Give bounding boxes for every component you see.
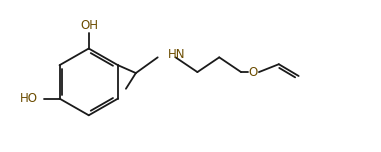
Text: HO: HO — [20, 92, 38, 105]
Text: O: O — [248, 66, 258, 79]
Text: OH: OH — [81, 19, 99, 32]
Text: HN: HN — [168, 48, 185, 61]
